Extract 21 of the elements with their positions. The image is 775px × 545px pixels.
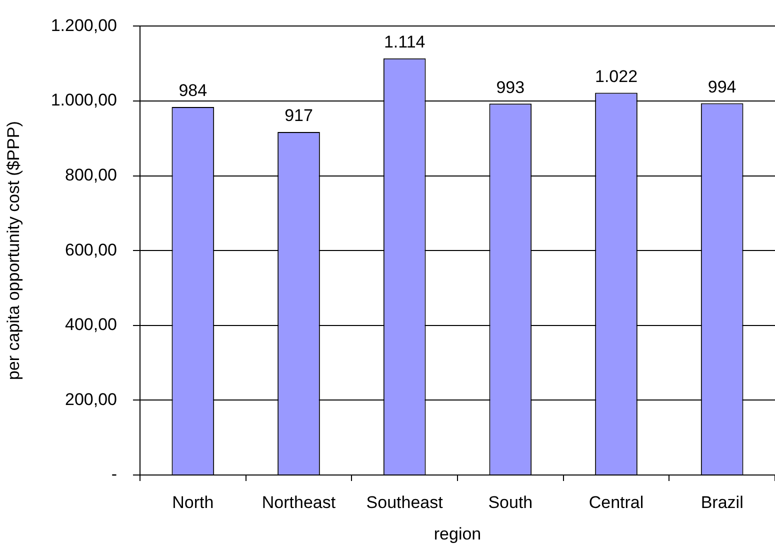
x-tick-label: South (488, 492, 533, 512)
data-label: 984 (178, 81, 208, 100)
x-tick-label: Central (588, 492, 644, 512)
x-tick-label: Northeast (262, 492, 336, 512)
data-label: 1.114 (384, 32, 426, 52)
y-tick-label: 400,00 (65, 315, 117, 334)
y-tick-label: 1.000,00 (50, 90, 117, 110)
y-tick-label: 1.200,00 (50, 16, 117, 35)
x-tick-label: North (172, 492, 214, 512)
y-tick-label: 200,00 (65, 390, 117, 409)
y-tick-label: 800,00 (65, 165, 117, 184)
x-tick-label: Brazil (700, 492, 744, 512)
x-axis-title: region (434, 524, 482, 544)
y-axis-title: per capita opportunity cost ($PPP) (4, 121, 23, 380)
y-tick-label: - (111, 464, 117, 484)
data-label: 993 (496, 78, 525, 97)
y-tick-label: 600,00 (65, 240, 117, 260)
data-label: 1.022 (594, 66, 638, 86)
data-label: 917 (284, 106, 313, 126)
x-tick-label: Southeast (366, 492, 444, 512)
data-label: 994 (708, 77, 736, 96)
